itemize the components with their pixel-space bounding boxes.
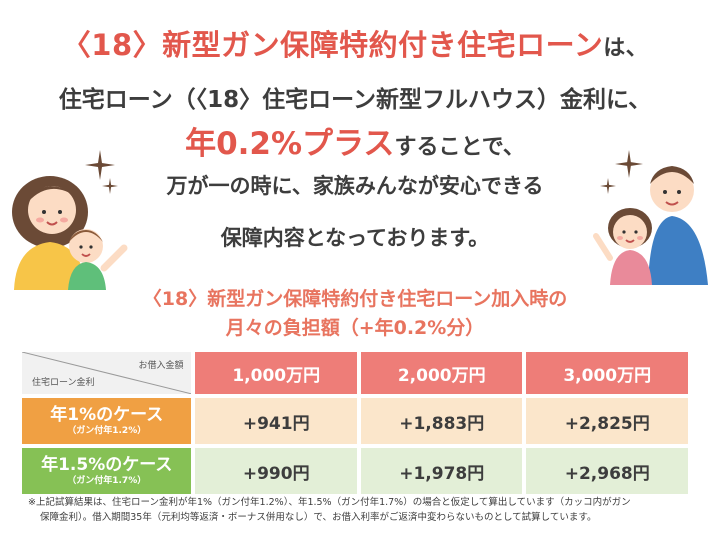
headline-line3: 年0.2%プラスすることで、	[0, 118, 710, 163]
diagonal-divider	[22, 352, 192, 394]
headline-product-name: 〈18〉新型ガン保障特約付き住宅ローン	[61, 28, 604, 62]
table-header-row: お借入金額 住宅ローン金利 1,000万円 2,000万円 3,000万円	[22, 352, 688, 394]
table-title-line2: 月々の負担額（+年0.2%分）	[225, 317, 485, 339]
table-row: 年1.5%のケース （ガン付年1.7%） +990円 +1,978円 +2,96…	[22, 448, 688, 494]
row-label-sub: （ガン付年1.7%）	[67, 476, 147, 486]
headline-line5: 保障内容となっております。	[220, 226, 490, 250]
table-cell: +1,883円	[360, 398, 523, 444]
table-row: 年1%のケース （ガン付年1.2%） +941円 +1,883円 +2,825円	[22, 398, 688, 444]
row-label-main: 年1%のケース	[50, 405, 164, 425]
family-mother-child-illustration	[12, 176, 128, 290]
footnote-line2: 保障金利）。借入期間35年（元利均等返済・ボーナス併用なし）で、お借入利率がご返…	[40, 512, 597, 523]
header-amount-3000: 3,000万円	[526, 352, 688, 394]
monthly-cost-table: お借入金額 住宅ローン金利 1,000万円 2,000万円 3,000万円 年1…	[22, 352, 688, 498]
table-title-line1: 〈18〉新型ガン保障特約付き住宅ローン加入時の	[142, 288, 568, 310]
header-amount-2000: 2,000万円	[360, 352, 523, 394]
row-label-main: 年1.5%のケース	[41, 455, 173, 475]
sparkle-icon	[102, 178, 118, 194]
header-amount-1000: 1,000万円	[195, 352, 357, 394]
sparkle-icon	[85, 150, 115, 180]
headline-particle: は、	[603, 36, 649, 61]
table-cell: +990円	[195, 448, 357, 494]
table-corner-cell: お借入金額 住宅ローン金利	[22, 352, 192, 394]
table-cell: +2,968円	[526, 448, 688, 494]
table-cell: +1,978円	[360, 448, 523, 494]
headline-rate-plus: 年0.2%プラス	[185, 126, 395, 162]
table-cell: +941円	[195, 398, 357, 444]
table-cell: +2,825円	[526, 398, 688, 444]
headline-line4: 万が一の時に、家族みんなが安心できる	[166, 174, 544, 198]
headline-suffix: することで、	[394, 135, 525, 160]
row-label-1-5pct: 年1.5%のケース （ガン付年1.7%）	[22, 448, 192, 494]
sparkle-icon	[615, 150, 643, 178]
headline-line2: 住宅ローン（〈18〉住宅ローン新型フルハウス）金利に、	[58, 87, 652, 113]
headline-line1: 〈18〉新型ガン保障特約付き住宅ローンは、	[0, 22, 710, 64]
sparkle-icon	[600, 178, 616, 194]
footnote-line1: ※上記試算結果は、住宅ローン金利が年1%（ガン付年1.2%）、年1.5%（ガン付…	[28, 497, 631, 508]
row-label-1pct: 年1%のケース （ガン付年1.2%）	[22, 398, 192, 444]
corner-label-loan-amount: お借入金額	[138, 361, 184, 371]
family-father-child-illustration	[593, 166, 708, 285]
corner-label-loan-rate: 住宅ローン金利	[32, 378, 95, 388]
row-label-sub: （ガン付年1.2%）	[67, 426, 147, 436]
footnote: ※上記試算結果は、住宅ローン金利が年1%（ガン付年1.2%）、年1.5%（ガン付…	[28, 495, 696, 525]
